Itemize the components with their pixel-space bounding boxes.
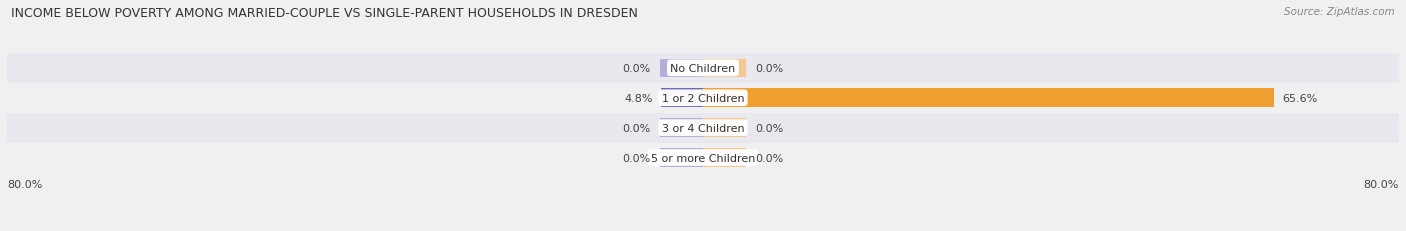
Text: 80.0%: 80.0% xyxy=(1364,179,1399,189)
Bar xyxy=(703,59,747,78)
Text: 80.0%: 80.0% xyxy=(7,179,42,189)
Text: 3 or 4 Children: 3 or 4 Children xyxy=(662,123,744,133)
Text: 0.0%: 0.0% xyxy=(623,153,651,163)
Text: 1 or 2 Children: 1 or 2 Children xyxy=(662,93,744,103)
Text: Source: ZipAtlas.com: Source: ZipAtlas.com xyxy=(1284,7,1395,17)
Bar xyxy=(659,59,703,78)
Text: 5 or more Children: 5 or more Children xyxy=(651,153,755,163)
Text: 0.0%: 0.0% xyxy=(755,123,783,133)
Text: 4.8%: 4.8% xyxy=(624,93,652,103)
Bar xyxy=(703,89,1274,108)
Bar xyxy=(659,149,703,167)
Bar xyxy=(7,143,1399,173)
Bar xyxy=(703,119,747,137)
Text: 0.0%: 0.0% xyxy=(755,153,783,163)
Bar xyxy=(661,89,703,108)
Text: INCOME BELOW POVERTY AMONG MARRIED-COUPLE VS SINGLE-PARENT HOUSEHOLDS IN DRESDEN: INCOME BELOW POVERTY AMONG MARRIED-COUPL… xyxy=(11,7,638,20)
Bar xyxy=(659,119,703,137)
Text: 65.6%: 65.6% xyxy=(1282,93,1317,103)
Text: 0.0%: 0.0% xyxy=(755,64,783,73)
Bar xyxy=(7,113,1399,143)
Text: 0.0%: 0.0% xyxy=(623,123,651,133)
Bar xyxy=(703,149,747,167)
Legend: Married Couples, Single Parents: Married Couples, Single Parents xyxy=(582,229,824,231)
Bar xyxy=(7,54,1399,83)
Bar xyxy=(7,83,1399,113)
Text: No Children: No Children xyxy=(671,64,735,73)
Text: 0.0%: 0.0% xyxy=(623,64,651,73)
